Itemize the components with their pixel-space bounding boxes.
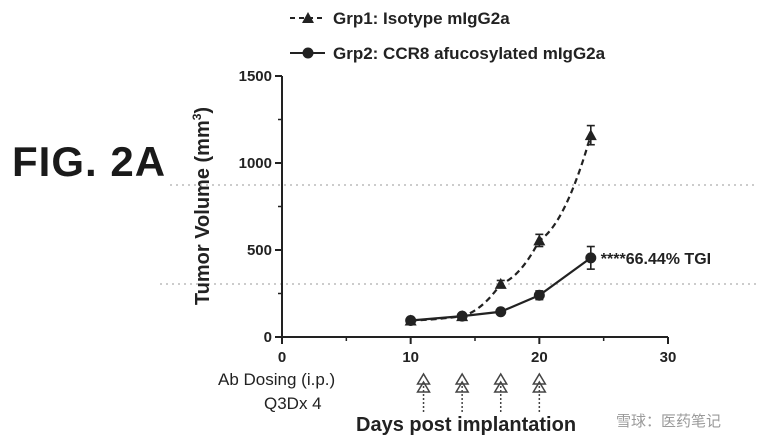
data-point-grp2-3 [533,289,545,301]
y-tick-label-0: 0 [264,329,272,346]
data-point-grp2-0 [405,314,417,326]
dose-arrow-head-1 [454,372,470,385]
dose-arrow-head-3 [532,372,547,385]
y-tick-label-1: 500 [247,242,272,259]
legend-label-grp2: Grp2: CCR8 afucosylated mIgG2a [333,44,606,63]
y-tick-label-2: 1000 [239,155,272,172]
legend-marker-grp2 [302,47,314,59]
x-tick-label-3: 30 [660,349,677,366]
data-point-grp2-1 [456,310,468,322]
x-ticks: 0 10 20 30 [278,337,677,366]
dosing-arrows [416,372,547,412]
watermark-text: 雪球：医药笔记 [616,412,721,430]
x-tick-label-2: 20 [531,349,548,366]
dose-arrow-head2-0 [416,380,431,393]
axes [281,76,668,338]
y-axis-title-main: Tumor Volume (mm [192,120,214,305]
x-axis-title: Days post implantation [356,414,576,436]
series-layer [404,124,597,326]
x-tick-label-0: 0 [278,349,286,366]
series-line-grp1 [410,134,592,322]
dosing-label-line2: Q3Dx 4 [264,394,322,413]
dosing-label-line1: Ab Dosing (i.p.) [218,370,335,389]
tgi-annotation: ****66.44% TGI [601,251,711,268]
reference-lines [160,184,757,285]
data-point-grp1-3 [533,234,546,246]
y-ticks: 0 500 1000 1500 [239,68,282,346]
dose-arrow-head2-3 [532,380,547,393]
dose-arrow-head-2 [493,372,509,385]
y-axis-title-sup: 3 [190,113,204,120]
legend-marker-grp1 [302,12,314,23]
dose-arrow-head2-1 [454,380,470,393]
y-axis-title: Tumor Volume (mm3) [190,107,214,305]
dose-arrow-head2-2 [493,380,509,393]
data-point-grp1-4 [584,129,597,141]
data-point-grp1-2 [494,277,507,289]
data-point-grp2-2 [495,306,507,318]
y-axis-title-close: ) [192,107,214,114]
dose-arrow-head-0 [416,372,431,385]
legend: Grp1: Isotype mIgG2a Grp2: CCR8 afucosyl… [290,9,606,63]
data-point-grp2-4 [585,252,597,264]
legend-label-grp1: Grp1: Isotype mIgG2a [333,9,510,28]
figure-label: FIG. 2A [12,138,167,185]
x-tick-label-1: 10 [402,349,419,366]
y-tick-label-3: 1500 [239,68,272,85]
